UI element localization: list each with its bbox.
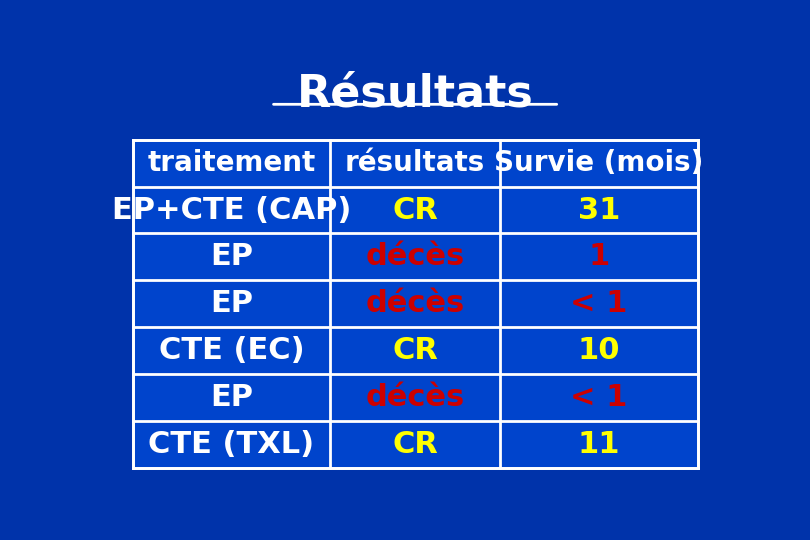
Text: EP+CTE (CAP): EP+CTE (CAP) [112,195,352,225]
Text: traitement: traitement [147,149,316,177]
Text: < 1: < 1 [570,383,628,412]
Text: résultats: résultats [345,149,485,177]
Text: EP: EP [210,242,253,272]
Text: 31: 31 [578,195,620,225]
Text: CR: CR [392,430,438,459]
Text: CR: CR [392,336,438,366]
Text: 11: 11 [578,430,620,459]
Text: décès: décès [365,242,465,272]
Text: CR: CR [392,195,438,225]
Text: EP: EP [210,289,253,319]
Text: Résultats: Résultats [296,72,534,116]
Text: CTE (EC): CTE (EC) [159,336,305,366]
Text: décès: décès [365,289,465,319]
Bar [133,140,697,468]
Text: CTE (TXL): CTE (TXL) [148,430,314,459]
Text: 1: 1 [588,242,609,272]
Text: 10: 10 [578,336,620,366]
Text: Survie (mois): Survie (mois) [494,149,703,177]
Text: EP: EP [210,383,253,412]
Text: décès: décès [365,383,465,412]
Text: < 1: < 1 [570,289,628,319]
